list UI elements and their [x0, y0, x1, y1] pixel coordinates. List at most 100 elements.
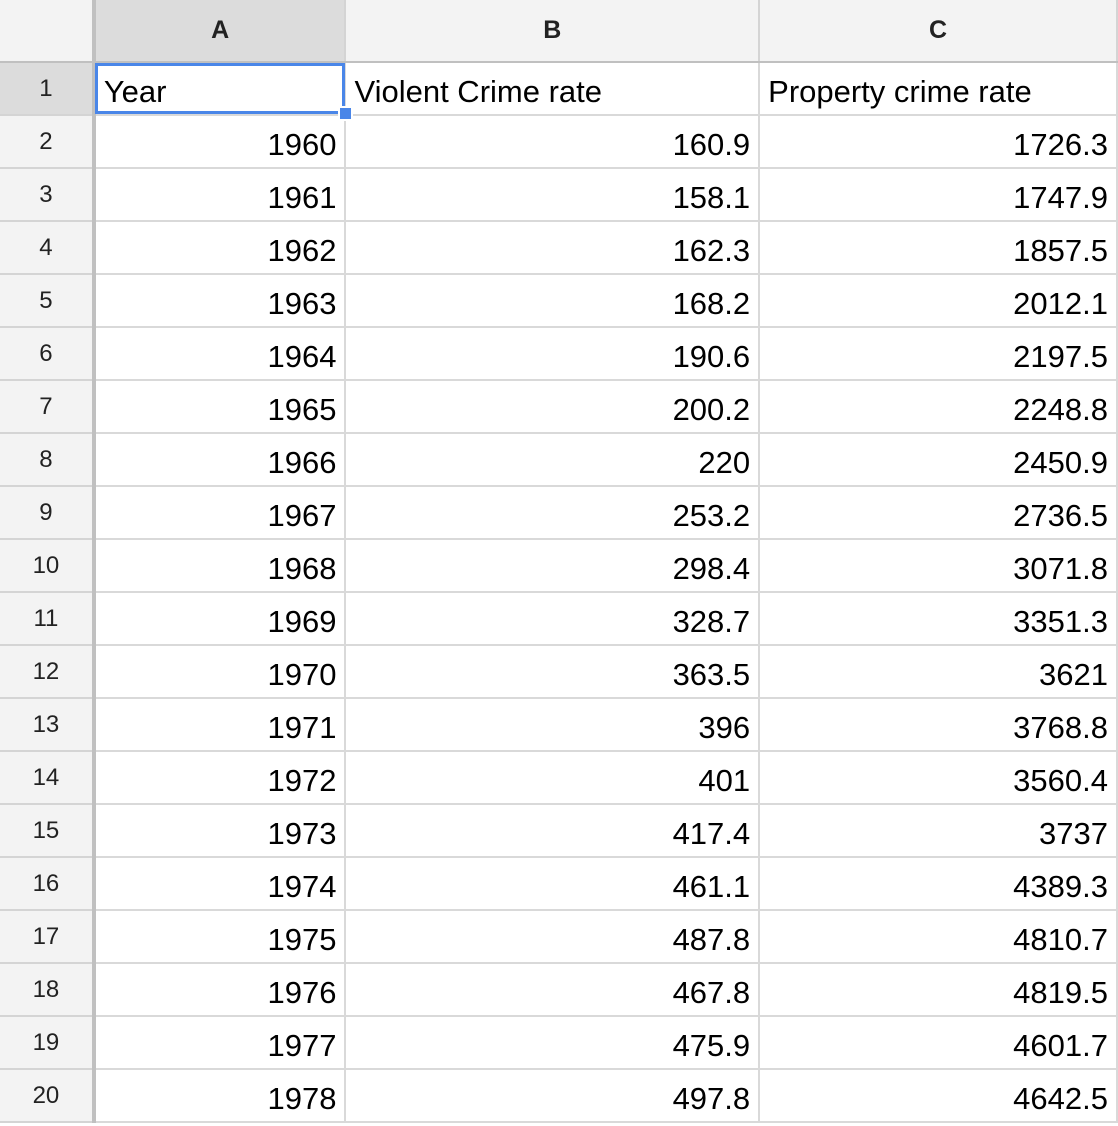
cell-b12[interactable]: 363.5 [345, 645, 761, 699]
cell-a20[interactable]: 1978 [93, 1069, 347, 1123]
cell-b9[interactable]: 253.2 [345, 486, 761, 540]
cell-b4[interactable]: 162.3 [345, 221, 761, 275]
cell-b10[interactable]: 298.4 [345, 539, 761, 593]
column-header-row: A B C [0, 0, 1118, 63]
cell-c16[interactable]: 4389.3 [759, 857, 1118, 911]
row-header[interactable]: 15 [0, 804, 96, 858]
row-header[interactable]: 5 [0, 274, 96, 328]
cell-a9[interactable]: 1967 [93, 486, 347, 540]
row-header[interactable]: 18 [0, 963, 96, 1017]
cell-b17[interactable]: 487.8 [345, 910, 761, 964]
cell-b2[interactable]: 160.9 [345, 115, 761, 169]
table-row: 3 1961 158.1 1747.9 [0, 168, 1118, 222]
cell-b15[interactable]: 417.4 [345, 804, 761, 858]
table-row: 11 1969 328.7 3351.3 [0, 592, 1118, 646]
row-header[interactable]: 1 [0, 62, 96, 116]
table-row: 5 1963 168.2 2012.1 [0, 274, 1118, 328]
row-header[interactable]: 16 [0, 857, 96, 911]
cell-b8[interactable]: 220 [345, 433, 761, 487]
row-header[interactable]: 2 [0, 115, 96, 169]
cell-a6[interactable]: 1964 [93, 327, 347, 381]
row-header[interactable]: 20 [0, 1069, 96, 1123]
row-header[interactable]: 7 [0, 380, 96, 434]
cell-a12[interactable]: 1970 [93, 645, 347, 699]
column-header-a[interactable]: A [93, 0, 347, 63]
table-row: 15 1973 417.4 3737 [0, 804, 1118, 858]
cell-b20[interactable]: 497.8 [345, 1069, 761, 1123]
cell-c3[interactable]: 1747.9 [759, 168, 1118, 222]
cell-b3[interactable]: 158.1 [345, 168, 761, 222]
cell-a18[interactable]: 1976 [93, 963, 347, 1017]
fill-handle[interactable] [338, 106, 353, 121]
cell-c19[interactable]: 4601.7 [759, 1016, 1118, 1070]
cell-a2[interactable]: 1960 [93, 115, 347, 169]
cell-c14[interactable]: 3560.4 [759, 751, 1118, 805]
cell-a17[interactable]: 1975 [93, 910, 347, 964]
table-row: 20 1978 497.8 4642.5 [0, 1069, 1118, 1123]
cell-c5[interactable]: 2012.1 [759, 274, 1118, 328]
cell-b6[interactable]: 190.6 [345, 327, 761, 381]
cell-a19[interactable]: 1977 [93, 1016, 347, 1070]
cell-a16[interactable]: 1974 [93, 857, 347, 911]
row-header[interactable]: 19 [0, 1016, 96, 1070]
cell-a14[interactable]: 1972 [93, 751, 347, 805]
sheet-body: 1 Year Violent Crime rate Property crime ra… [0, 62, 1118, 1123]
cell-b14[interactable]: 401 [345, 751, 761, 805]
cell-c4[interactable]: 1857.5 [759, 221, 1118, 275]
cell-c13[interactable]: 3768.8 [759, 698, 1118, 752]
cell-b18[interactable]: 467.8 [345, 963, 761, 1017]
cell-c15[interactable]: 3737 [759, 804, 1118, 858]
row-header[interactable]: 4 [0, 221, 96, 275]
cell-c17[interactable]: 4810.7 [759, 910, 1118, 964]
cell-a3[interactable]: 1961 [93, 168, 347, 222]
cell-c6[interactable]: 2197.5 [759, 327, 1118, 381]
cell-b7[interactable]: 200.2 [345, 380, 761, 434]
select-all-corner[interactable] [0, 0, 96, 63]
cell-c12[interactable]: 3621 [759, 645, 1118, 699]
cell-c20[interactable]: 4642.5 [759, 1069, 1118, 1123]
cell-c10[interactable]: 3071.8 [759, 539, 1118, 593]
cell-b16[interactable]: 461.1 [345, 857, 761, 911]
cell-c9[interactable]: 2736.5 [759, 486, 1118, 540]
cell-a15[interactable]: 1973 [93, 804, 347, 858]
table-row: 4 1962 162.3 1857.5 [0, 221, 1118, 275]
row-header[interactable]: 8 [0, 433, 96, 487]
cell-a7[interactable]: 1965 [93, 380, 347, 434]
table-row: 19 1977 475.9 4601.7 [0, 1016, 1118, 1070]
cell-b19[interactable]: 475.9 [345, 1016, 761, 1070]
table-row: 14 1972 401 3560.4 [0, 751, 1118, 805]
cell-b13[interactable]: 396 [345, 698, 761, 752]
cell-a13[interactable]: 1971 [93, 698, 347, 752]
table-row: 16 1974 461.1 4389.3 [0, 857, 1118, 911]
table-row: 18 1976 467.8 4819.5 [0, 963, 1118, 1017]
cell-c1[interactable]: Property crime rate [759, 62, 1118, 116]
column-header-c[interactable]: C [759, 0, 1118, 63]
cell-b11[interactable]: 328.7 [345, 592, 761, 646]
row-header[interactable]: 13 [0, 698, 96, 752]
row-header[interactable]: 11 [0, 592, 96, 646]
table-row: 17 1975 487.8 4810.7 [0, 910, 1118, 964]
cell-b5[interactable]: 168.2 [345, 274, 761, 328]
cell-b1[interactable]: Violent Crime rate [345, 62, 761, 116]
cell-a10[interactable]: 1968 [93, 539, 347, 593]
table-row: 2 1960 160.9 1726.3 [0, 115, 1118, 169]
cell-a1[interactable]: Year [93, 62, 347, 116]
cell-a11[interactable]: 1969 [93, 592, 347, 646]
cell-a5[interactable]: 1963 [93, 274, 347, 328]
row-header[interactable]: 14 [0, 751, 96, 805]
row-header[interactable]: 10 [0, 539, 96, 593]
cell-c18[interactable]: 4819.5 [759, 963, 1118, 1017]
row-header[interactable]: 9 [0, 486, 96, 540]
table-row: 6 1964 190.6 2197.5 [0, 327, 1118, 381]
cell-a8[interactable]: 1966 [93, 433, 347, 487]
row-header[interactable]: 3 [0, 168, 96, 222]
row-header[interactable]: 17 [0, 910, 96, 964]
row-header[interactable]: 12 [0, 645, 96, 699]
cell-a4[interactable]: 1962 [93, 221, 347, 275]
cell-c2[interactable]: 1726.3 [759, 115, 1118, 169]
cell-c7[interactable]: 2248.8 [759, 380, 1118, 434]
column-header-b[interactable]: B [345, 0, 761, 63]
cell-c8[interactable]: 2450.9 [759, 433, 1118, 487]
cell-c11[interactable]: 3351.3 [759, 592, 1118, 646]
row-header[interactable]: 6 [0, 327, 96, 381]
